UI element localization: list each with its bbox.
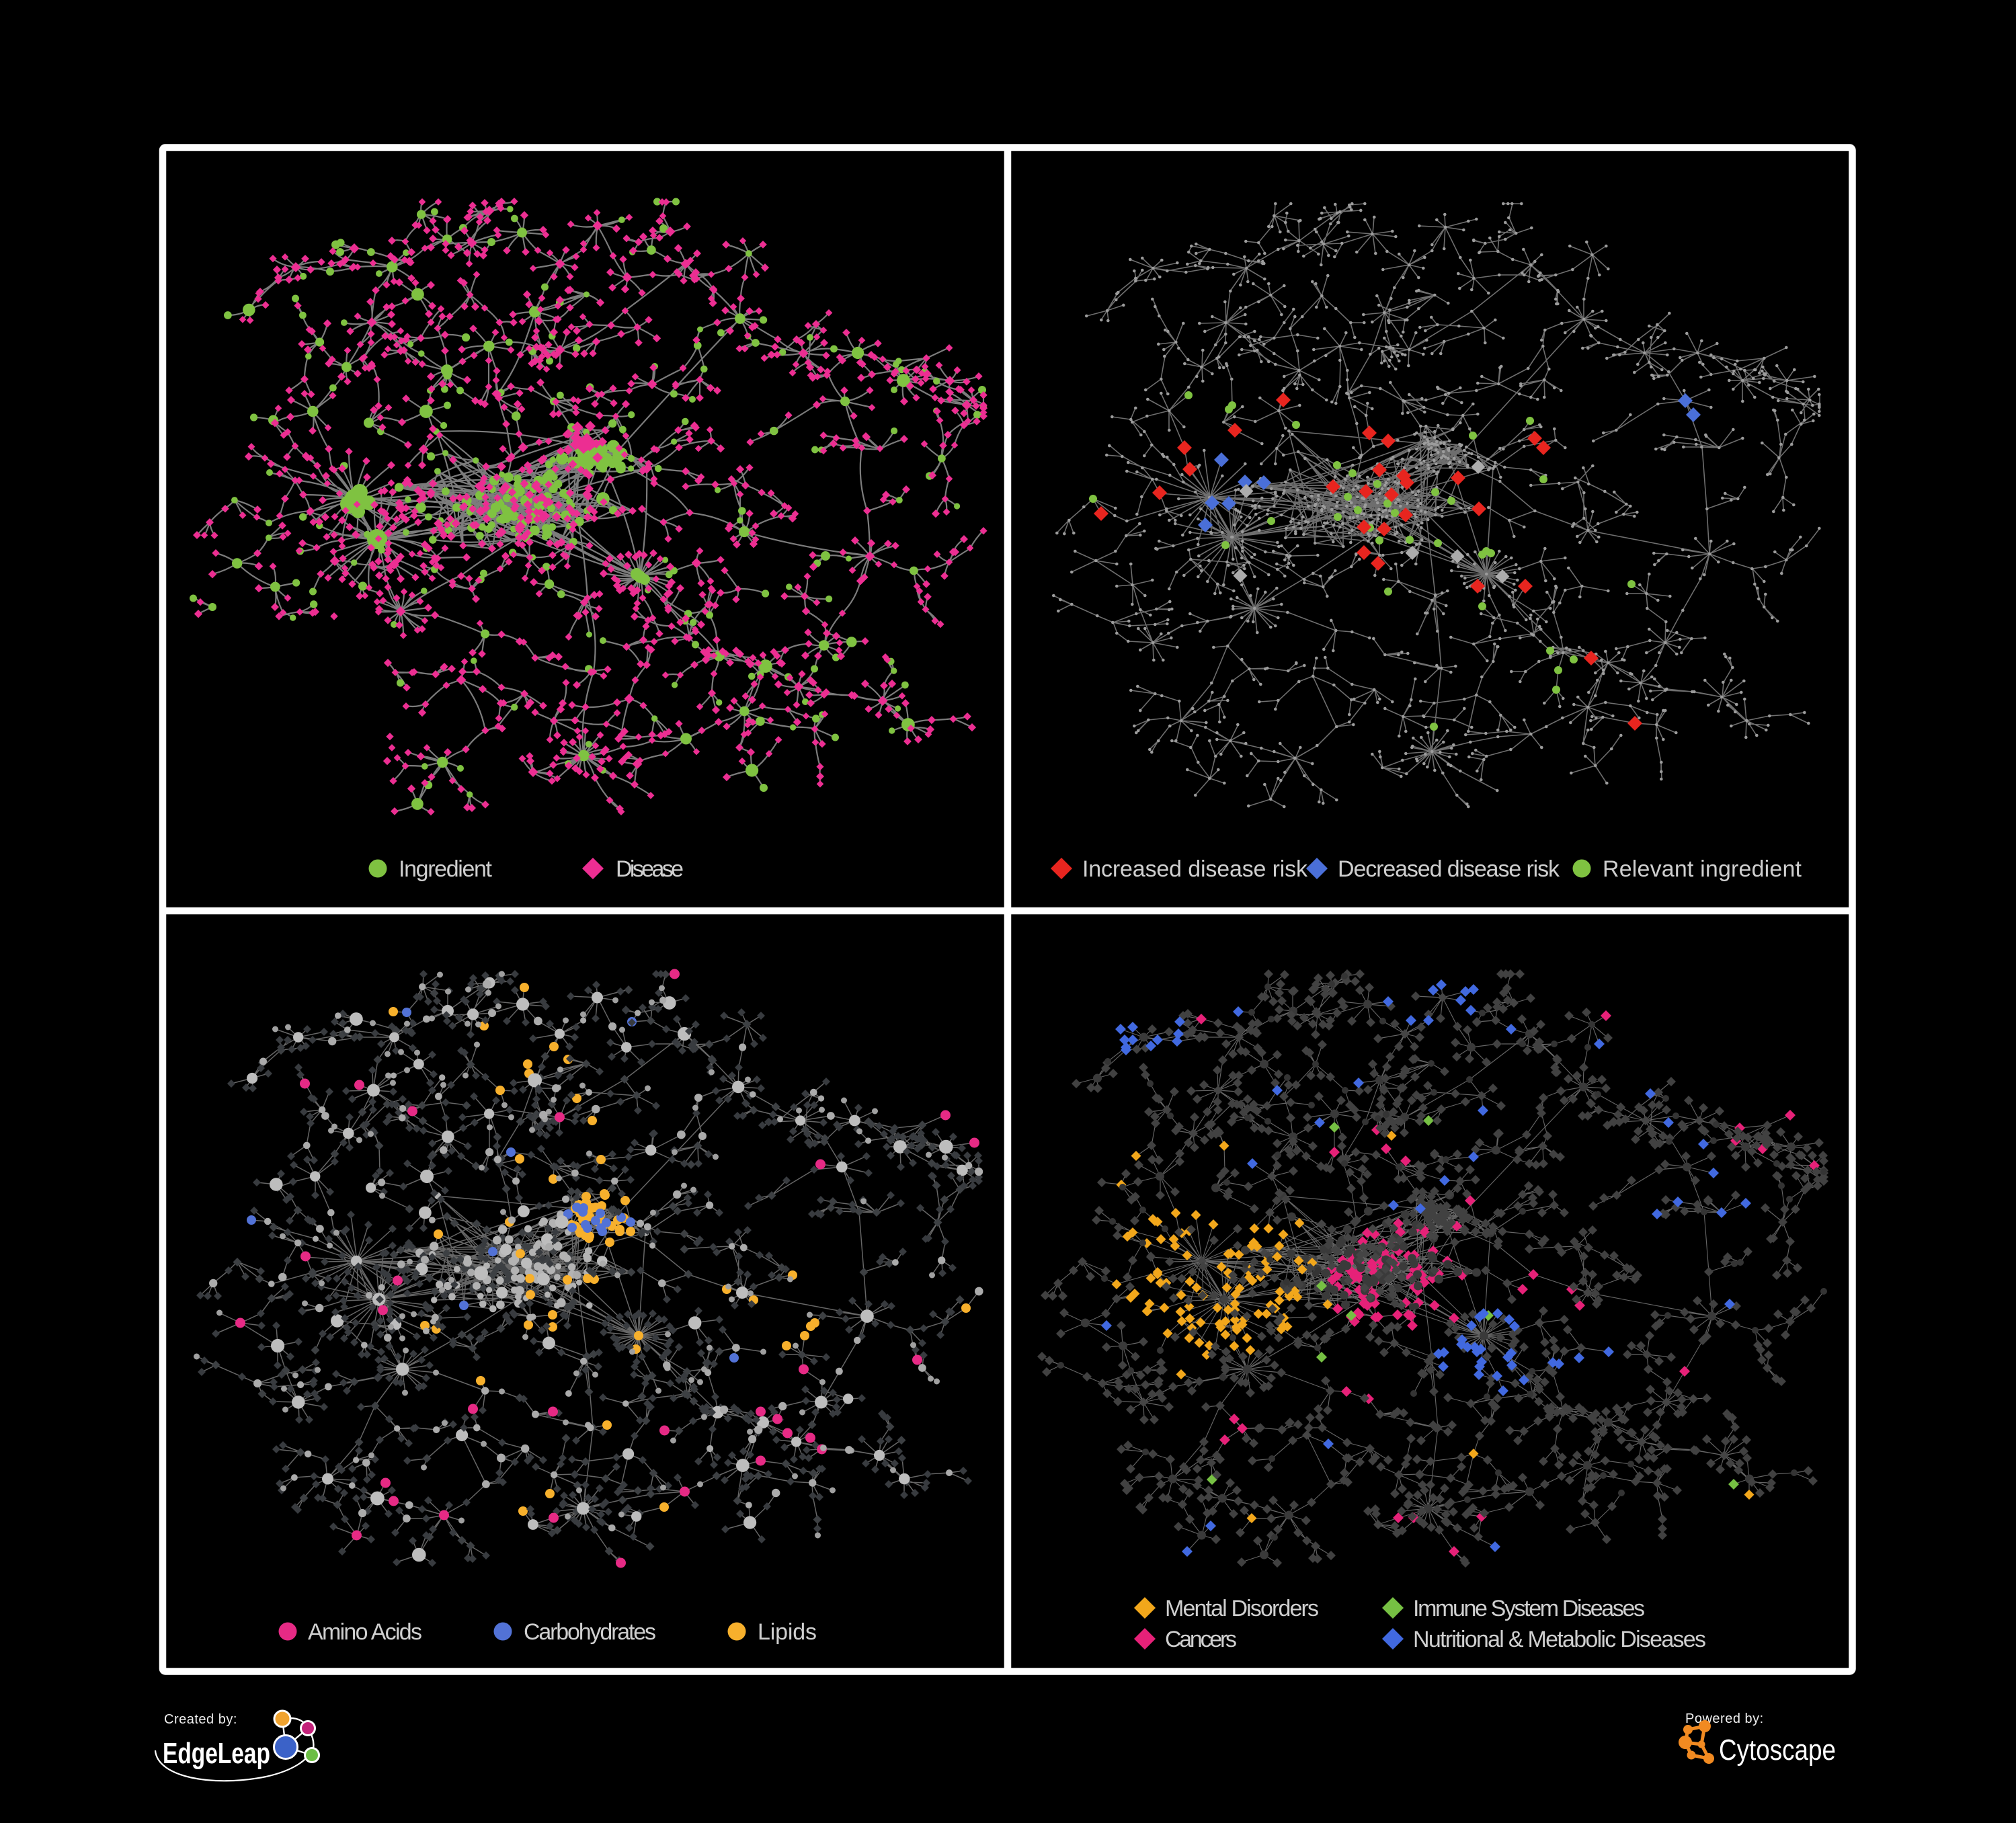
svg-text:Powered by:: Powered by:	[1685, 1711, 1764, 1726]
svg-text:Immune System Diseases: Immune System Diseases	[1413, 1596, 1645, 1621]
svg-text:Lipids: Lipids	[758, 1619, 817, 1645]
svg-text:Decreased disease risk: Decreased disease risk	[1338, 856, 1560, 882]
svg-text:Disease: Disease	[616, 856, 684, 882]
svg-text:Cancers: Cancers	[1165, 1627, 1237, 1652]
svg-text:Relevant ingredient: Relevant ingredient	[1603, 856, 1802, 882]
svg-text:Cytoscape: Cytoscape	[1719, 1734, 1836, 1767]
svg-text:Carbohydrates: Carbohydrates	[524, 1619, 656, 1645]
svg-text:Nutritional & Metabolic Diseas: Nutritional & Metabolic Diseases	[1413, 1627, 1706, 1652]
svg-text:Ingredient: Ingredient	[399, 856, 493, 882]
svg-text:Created by:: Created by:	[164, 1712, 237, 1727]
svg-text:Increased disease risk: Increased disease risk	[1082, 856, 1308, 882]
svg-text:EdgeLeap: EdgeLeap	[163, 1737, 270, 1770]
svg-text:Amino Acids: Amino Acids	[308, 1619, 422, 1645]
svg-text:Mental Disorders: Mental Disorders	[1165, 1596, 1319, 1621]
